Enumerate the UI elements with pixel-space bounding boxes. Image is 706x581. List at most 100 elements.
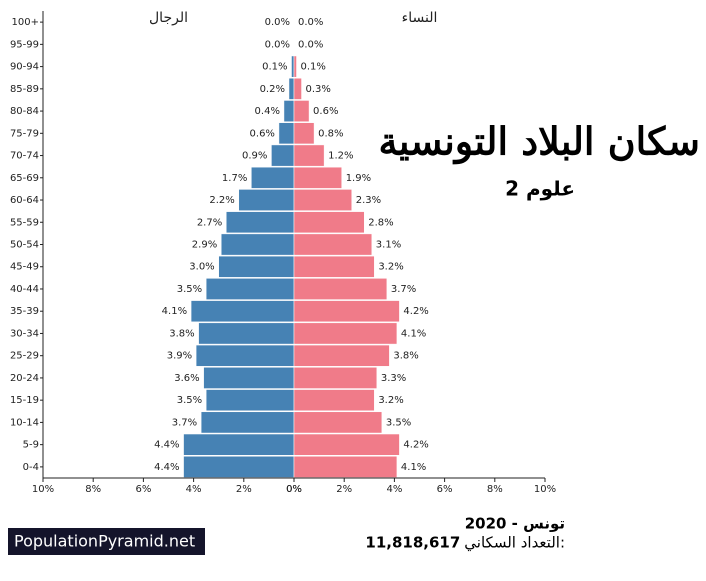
bar — [218, 255, 295, 278]
y-tick-label: 70-74 — [10, 151, 39, 162]
bar — [200, 411, 295, 434]
bar — [183, 433, 295, 456]
bar — [251, 166, 295, 189]
value-label: 0.6% — [250, 128, 275, 139]
y-tick-label: 40-44 — [10, 284, 39, 295]
value-label: 0.6% — [313, 106, 338, 117]
bar — [293, 255, 375, 278]
y-tick-label: 30-34 — [10, 328, 39, 339]
bar — [293, 55, 297, 78]
value-label: 3.3% — [381, 373, 406, 384]
value-label: 2.8% — [368, 217, 393, 228]
bar — [198, 322, 295, 345]
value-label: 4.1% — [162, 306, 187, 317]
bar — [293, 100, 310, 122]
population-label: التعداد السكاني: — [464, 534, 565, 553]
population: 11,818,617 — [365, 534, 460, 552]
x-tick-label: 0% — [286, 484, 302, 495]
y-tick-label: 10-14 — [10, 417, 39, 428]
y-tick-label: 75-79 — [10, 128, 39, 139]
bar — [288, 77, 295, 100]
y-tick-label: 15-19 — [10, 395, 39, 406]
x-tick-label: 8% — [85, 484, 101, 495]
value-label: 0.1% — [301, 62, 326, 73]
value-label: 0.0% — [298, 39, 323, 50]
bar — [293, 344, 390, 367]
value-label: 2.7% — [197, 217, 222, 228]
value-label: 3.8% — [393, 351, 418, 362]
value-label: 3.6% — [174, 373, 199, 384]
y-tick-label: 35-39 — [10, 306, 39, 317]
bar — [205, 389, 295, 412]
value-label: 4.1% — [401, 328, 426, 339]
bar — [195, 344, 295, 367]
bar — [293, 389, 375, 412]
value-label: 4.4% — [154, 462, 179, 473]
value-label: 3.7% — [172, 417, 197, 428]
y-tick-label: 80-84 — [10, 106, 39, 117]
bar — [293, 300, 400, 323]
bar — [293, 456, 398, 478]
y-tick-label: 95-99 — [10, 39, 39, 50]
x-tick-label: 2% — [336, 484, 352, 495]
chart-title: سكان البلاد التونسية — [378, 119, 700, 165]
value-label: 0.2% — [260, 84, 285, 95]
x-tick-label: 2% — [236, 484, 252, 495]
x-tick-label: 6% — [437, 484, 453, 495]
value-label: 0.0% — [265, 39, 290, 50]
value-label: 3.5% — [177, 284, 202, 295]
value-label: 1.2% — [328, 151, 353, 162]
source-badge — [8, 528, 205, 555]
bar — [293, 278, 388, 300]
value-label: 0.4% — [255, 106, 280, 117]
legend-label: النساء — [402, 10, 438, 26]
value-label: 1.9% — [346, 173, 371, 184]
y-tick-label: 45-49 — [10, 262, 39, 273]
bar — [293, 77, 302, 100]
value-label: 0.8% — [318, 128, 343, 139]
y-tick-label: 65-69 — [10, 173, 39, 184]
bar — [293, 233, 373, 256]
bar — [293, 367, 378, 389]
value-label: 4.2% — [403, 440, 428, 451]
bar — [183, 456, 295, 478]
y-tick-label: 55-59 — [10, 217, 39, 228]
x-tick-label: 0% — [286, 484, 302, 495]
bar — [293, 144, 325, 167]
value-label: 3.2% — [378, 262, 403, 273]
bar — [293, 322, 398, 345]
bar — [238, 189, 295, 211]
value-label: 3.5% — [386, 417, 411, 428]
x-tick-label: 10% — [534, 484, 556, 495]
bar — [293, 211, 365, 234]
x-tick-label: 4% — [186, 484, 202, 495]
value-label: 0.9% — [242, 151, 267, 162]
y-tick-label: 50-54 — [10, 240, 39, 251]
value-label: 1.7% — [222, 173, 247, 184]
value-label: 0.3% — [306, 84, 331, 95]
value-label: 3.7% — [391, 284, 416, 295]
value-label: 0.0% — [298, 17, 323, 28]
value-label: 3.1% — [376, 240, 401, 251]
value-label: 4.2% — [403, 306, 428, 317]
y-tick-label: 90-94 — [10, 62, 39, 73]
y-tick-label: 100+ — [12, 17, 39, 28]
y-tick-label: 20-24 — [10, 373, 39, 384]
bar — [190, 300, 295, 323]
x-tick-label: 8% — [487, 484, 503, 495]
bar — [225, 211, 295, 234]
value-label: 3.8% — [169, 328, 194, 339]
y-tick-label: 25-29 — [10, 351, 39, 362]
bar — [293, 433, 400, 456]
y-tick-label: 85-89 — [10, 84, 39, 95]
x-tick-label: 4% — [386, 484, 402, 495]
bar — [293, 122, 315, 145]
bar — [293, 166, 342, 189]
source: PopulationPyramid.net — [14, 532, 195, 551]
chart-subtitle: 2 علوم — [505, 177, 575, 201]
x-tick-label: 6% — [135, 484, 151, 495]
bar — [203, 367, 295, 389]
value-label: 2.2% — [209, 195, 234, 206]
